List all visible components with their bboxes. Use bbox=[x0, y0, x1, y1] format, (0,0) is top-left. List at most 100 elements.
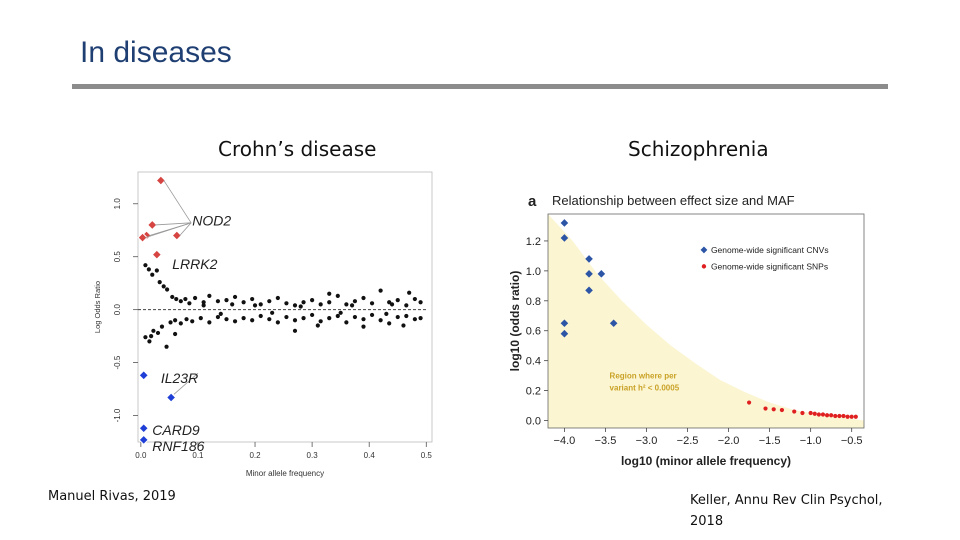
crohn-y-tick-label: 1.0 bbox=[113, 198, 122, 210]
crohn-data-point bbox=[349, 303, 355, 308]
crohn-plot-frame bbox=[137, 171, 433, 443]
crohn-data-point bbox=[335, 293, 340, 298]
schizo-panel-label: a bbox=[528, 193, 537, 210]
schizo-x-axis-label: log10 (minor allele frequency) bbox=[621, 454, 791, 468]
schizo-snp-point bbox=[841, 413, 846, 419]
crohn-data-point bbox=[369, 301, 375, 306]
crohn-data-point bbox=[250, 296, 255, 302]
schizo-snp-point bbox=[829, 413, 834, 418]
crohn-x-tick-label: 0.3 bbox=[307, 451, 319, 460]
crohn-data-point bbox=[207, 320, 212, 325]
schizo-snp-point bbox=[746, 400, 752, 405]
crohn-data-point bbox=[404, 303, 409, 308]
crohn-data-point bbox=[187, 301, 192, 306]
crohn-data-point bbox=[215, 299, 221, 304]
crohn-data-point bbox=[270, 310, 275, 315]
crohn-data-point bbox=[318, 302, 323, 307]
schizo-x-tick-label: −1.5 bbox=[759, 435, 781, 447]
schizo-snp-point bbox=[816, 412, 821, 417]
crohn-label-rnf186: RNF186 bbox=[152, 438, 204, 454]
crohn-data-point bbox=[230, 302, 235, 307]
crohn-y-axis-label: Log Odds Ratio bbox=[93, 281, 102, 333]
crohn-data-point bbox=[207, 293, 212, 298]
schizo-snp-point bbox=[853, 414, 858, 419]
crohn-x-tick-label: 0.1 bbox=[192, 451, 204, 460]
crohn-data-point bbox=[292, 318, 298, 323]
crohn-data-point bbox=[384, 311, 389, 316]
crohn-label-il23r: IL23R bbox=[161, 370, 198, 386]
schizo-y-tick-label: 0.0 bbox=[526, 416, 541, 428]
schizo-cnv-point bbox=[560, 329, 569, 338]
crohn-label-card9: CARD9 bbox=[152, 422, 200, 438]
schizo-snp-point bbox=[849, 414, 854, 419]
schizo-snp-point bbox=[833, 413, 838, 419]
schizo-legend-cnv-label: Genome-wide significant CNVs bbox=[711, 245, 829, 255]
crohn-data-point bbox=[143, 263, 148, 268]
crohn-nod2-point bbox=[147, 219, 158, 231]
schizo-region-label-line1: Region where per bbox=[610, 372, 677, 381]
crohn-data-point bbox=[159, 324, 165, 329]
crohn-data-point bbox=[395, 298, 400, 303]
crohn-data-point bbox=[258, 302, 263, 307]
schizo-region-label-line2: variant h² < 0.0005 bbox=[610, 384, 680, 393]
schizo-y-tick-label: 0.6 bbox=[526, 326, 541, 338]
crohn-data-point bbox=[250, 318, 255, 323]
schizo-legend-snp-label: Genome-wide significant SNPs bbox=[711, 261, 828, 271]
crohn-il23r-point bbox=[138, 370, 149, 381]
crohn-y-tick-label: 0.5 bbox=[113, 251, 122, 263]
schizo-y-tick-label: 1.2 bbox=[526, 236, 541, 248]
right-citation-line1: Keller, Annu Rev Clin Psychol, bbox=[690, 493, 883, 508]
crohn-data-point bbox=[315, 323, 320, 328]
crohn-data-point bbox=[241, 300, 246, 305]
crohn-data-point bbox=[407, 290, 412, 295]
schizo-region-shading bbox=[548, 214, 864, 428]
crohn-data-point bbox=[395, 314, 400, 320]
schizo-legend-snp-marker bbox=[701, 264, 707, 269]
crohn-data-point bbox=[201, 300, 206, 305]
schizo-legend-cnv-marker bbox=[700, 246, 708, 254]
crohn-data-point bbox=[344, 302, 349, 307]
crohn-y-tick-label: -0.5 bbox=[113, 355, 122, 369]
crohn-data-point bbox=[361, 317, 366, 322]
crohn-data-point bbox=[218, 311, 223, 316]
crohn-data-point bbox=[201, 303, 206, 308]
crohn-data-point bbox=[301, 300, 306, 305]
crohn-label-nod2: NOD2 bbox=[192, 212, 231, 228]
crohn-data-point bbox=[404, 313, 409, 319]
schizo-cnv-point bbox=[585, 270, 593, 278]
crohn-data-point bbox=[232, 294, 238, 300]
schizo-snp-point bbox=[771, 407, 776, 412]
schizo-y-axis-label: log10 (odds ratio) bbox=[508, 271, 522, 372]
crohn-data-point bbox=[183, 296, 188, 302]
crohn-card9-point bbox=[165, 392, 177, 403]
crohn-y-tick-label: -1.0 bbox=[113, 408, 122, 422]
crohn-data-point bbox=[258, 313, 263, 319]
schizo-snp-point bbox=[808, 410, 813, 416]
crohn-data-point bbox=[164, 344, 169, 349]
crohn-data-point bbox=[301, 316, 306, 321]
schizo-y-tick-label: 0.4 bbox=[526, 356, 541, 368]
crohn-data-point bbox=[224, 317, 229, 322]
crohn-data-point bbox=[361, 295, 366, 301]
crohn-nod2-point bbox=[171, 230, 183, 241]
crohn-nod2-point bbox=[137, 232, 148, 243]
schizo-cnv-point bbox=[585, 255, 593, 263]
schizo-cnv-point bbox=[585, 286, 593, 295]
crohn-data-point bbox=[151, 328, 156, 333]
schizo-cnv-point bbox=[560, 319, 569, 328]
crohn-data-point bbox=[310, 312, 315, 318]
crohn-data-point bbox=[327, 316, 332, 321]
crohn-data-point bbox=[412, 317, 417, 322]
crohn-data-point bbox=[178, 321, 183, 326]
right-citation: Keller, Annu Rev Clin Psychol, 2018 bbox=[690, 490, 883, 532]
schizo-cnv-point bbox=[560, 234, 569, 242]
crohn-data-point bbox=[192, 295, 198, 301]
crohn-data-point bbox=[155, 330, 161, 336]
crohn-data-point bbox=[170, 294, 175, 300]
crohn-data-point bbox=[352, 299, 358, 304]
crohn-x-tick-label: 0.0 bbox=[135, 451, 147, 460]
crohn-data-point bbox=[292, 303, 298, 308]
crohn-nod2-point bbox=[155, 175, 167, 186]
crohn-data-point bbox=[267, 299, 272, 304]
crohn-data-point bbox=[241, 316, 246, 321]
